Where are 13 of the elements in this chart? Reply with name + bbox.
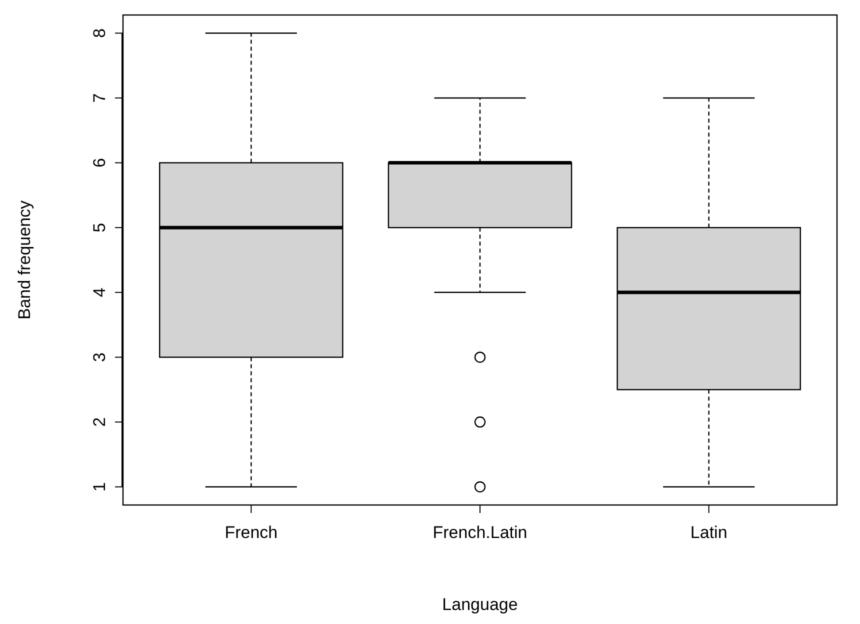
x-tick-label: French [224,523,278,542]
y-axis-title: Band frequency [15,200,34,320]
y-tick-label: 2 [90,417,109,427]
y-tick-label: 6 [90,158,109,168]
y-tick-label: 7 [90,93,109,103]
y-tick-label: 3 [90,352,109,362]
x-axis-title: Language [442,595,518,614]
y-tick-label: 1 [90,482,109,492]
x-tick-label: French.Latin [432,523,528,542]
y-tick-label: 4 [90,288,109,298]
x-tick-label: Latin [690,523,728,542]
y-tick-label: 5 [90,222,109,232]
y-tick-label: 8 [90,28,109,38]
